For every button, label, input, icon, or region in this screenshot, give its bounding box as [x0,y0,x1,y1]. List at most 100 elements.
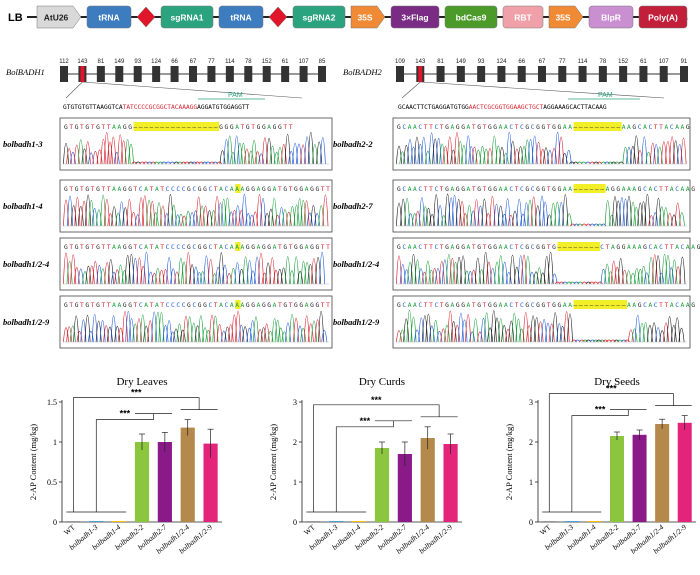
trace-peak [669,136,676,165]
bar [542,521,557,522]
trace-peak [179,329,186,343]
trace-peak [579,339,585,343]
trace-peak [599,339,606,343]
vector-construct: LB RB AtU26tRNAsgRNA1tRNAsgRNA235S3×Flag… [8,5,688,29]
bar [374,448,390,522]
trace-peak [77,205,84,227]
trace-peak [630,272,636,285]
trace-peak [567,313,573,343]
trace-peak [551,273,558,285]
trace-peak [321,329,328,343]
trace-peak [158,311,165,343]
trace-peak [533,271,539,285]
trace-peak [150,161,157,165]
trace-peak [189,264,196,285]
trace-peak [637,268,644,285]
trace-peak [607,161,614,165]
y-tick-label: 1 [529,478,533,487]
trace-peak [176,323,183,343]
trace-peak [162,325,169,343]
trace-peak [99,320,106,343]
trace-peak [620,339,627,343]
bar [352,521,367,522]
poly-a--label: Poly(A) [648,13,678,23]
trace-peak [468,146,475,165]
trace-peak [248,150,254,165]
trace-peak [417,143,424,165]
trace-peak [107,141,113,165]
exon-block [60,66,68,82]
trace-peak [307,131,314,165]
exon-block [538,66,546,82]
trace-peak [234,205,241,227]
trace-peak [122,207,129,227]
trace-peak [439,143,446,165]
trna-element [218,5,264,29]
trace-peak [513,266,520,285]
trace-peak [589,339,596,343]
trace-peak [644,193,651,227]
pam-label: PAM [228,92,243,99]
exon-length-label: 114 [225,59,235,65]
y-axis-label: 2-AP Content (mg/kg) [504,424,514,500]
trace-peak [472,318,479,343]
exon-length-label: 66 [518,59,525,65]
significance-line [571,409,629,512]
significance-label: *** [595,405,606,415]
trace-peak [85,194,92,227]
trace-peak [180,161,187,165]
significance-label: *** [360,416,371,426]
trace-peak [307,263,314,285]
trace-peak [428,132,435,165]
35s-label: 35S [555,13,570,23]
trace-peak [435,268,441,285]
exon-length-label: 143 [415,59,426,65]
trace-peak [300,144,307,165]
trace-peak [205,161,211,165]
trace-peak [548,323,555,343]
trace-peak [399,151,406,165]
trace-peak [300,200,307,227]
edit-highlight [573,300,628,309]
trace-peak [604,161,610,165]
exon-length-label: 114 [578,59,588,65]
trace-peak [147,271,154,285]
trace-peak [261,272,268,285]
exon-length-label: 67 [539,59,546,65]
trace-peak [76,331,83,343]
significance-label: *** [131,388,142,398]
trace-peak [678,212,685,227]
trace-peak [103,325,110,343]
trace-peak [461,319,468,343]
trace-peak [85,265,92,285]
trace-peak [257,329,264,343]
trace-peak [151,311,158,343]
exon-block [96,66,105,82]
trace-peak [114,269,121,285]
trace-peak [69,151,76,165]
trace-peak [292,142,299,165]
trace-peak [69,325,76,343]
trace-peak [463,270,470,285]
trace-peak [205,330,212,343]
trace-peak [454,132,460,165]
exon-block [517,66,526,82]
mutant-name: bolbadh2-2 [333,139,373,149]
x-tick-label: WT [62,522,77,537]
chromatogram-box: bolbadh1-3 G T G T G T G T T A A G G — — — — — — — — — — — — — — — — G… [3,117,333,171]
reference-sequence: GTGTGTGTTAAGGTCATATCCCCGCGGCTACAAAGGAGGA… [63,104,250,111]
exon-block [659,66,668,82]
trace-peak [146,161,153,165]
y-tick-label: 0 [293,518,297,527]
trace-peak [539,148,546,165]
trace-peak [134,214,141,227]
trace-peak [231,314,238,343]
35s-element [350,5,386,29]
trace-peak [485,213,492,227]
chart-title: Dry Leaves [116,376,167,388]
trace-peak [260,327,267,343]
trace-peak [63,327,69,343]
trace-peak [469,331,476,343]
trace-peak [403,269,410,285]
trace-peak [600,268,607,285]
